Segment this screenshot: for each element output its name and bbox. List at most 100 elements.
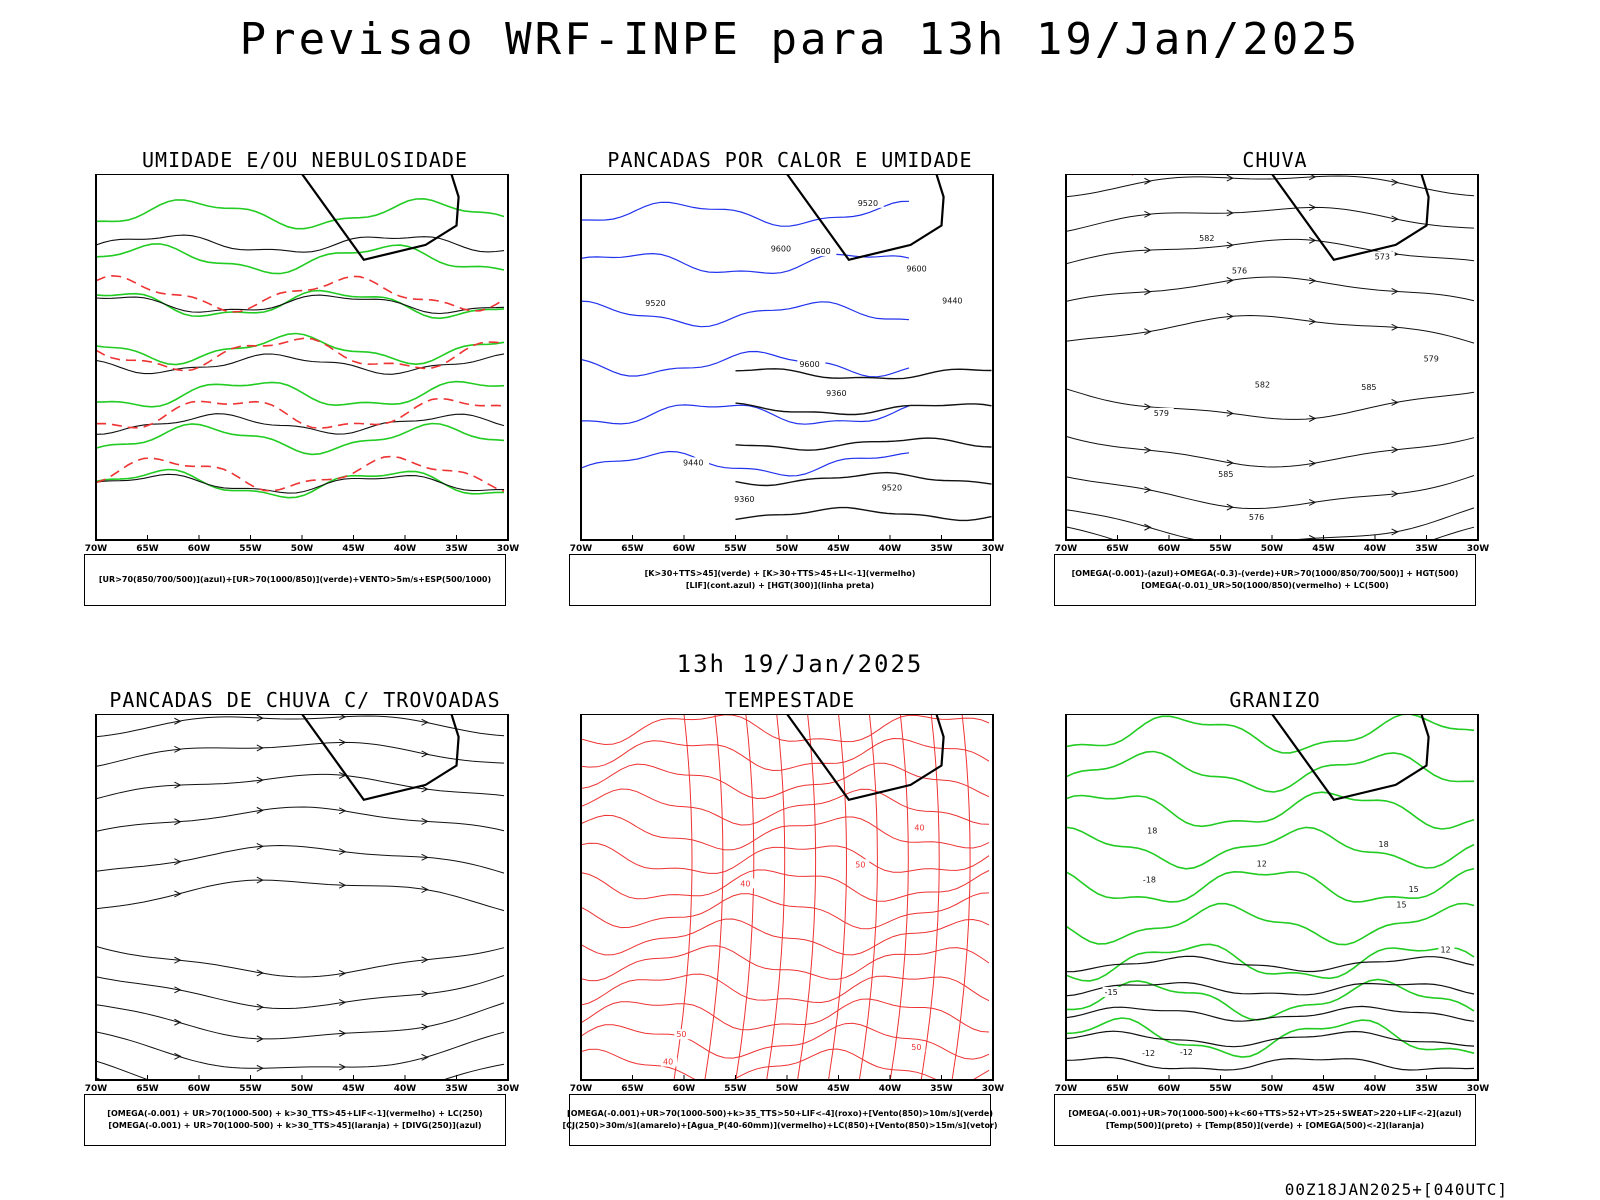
temp850-contour: [1066, 902, 1475, 946]
streamline-arrow: [256, 714, 264, 722]
contour-label-bg: [797, 359, 826, 370]
panel-title: PANCADAS DE CHUVA C/ TROVOADAS: [109, 688, 501, 712]
contour-label-bg: [768, 243, 797, 254]
precip-water-contour: [920, 714, 940, 1080]
streamline-arrow: [1226, 174, 1234, 182]
contour-label-bg: [879, 482, 908, 493]
temp850-contour: [1066, 826, 1475, 870]
map-granizo: -15-12-12-1815121815181212S15S18S21S24S2…: [1055, 714, 1489, 1094]
streamline: [96, 945, 505, 978]
lon-tick-label: 70W: [1055, 544, 1078, 554]
streamline-arrow: [1144, 210, 1152, 218]
streamline-arrow: [1226, 312, 1234, 320]
panel-pancadas-calor: PANCADAS POR CALOR E UMIDADE 9600 9600 952…: [545, 148, 1035, 648]
streamline-arrow: [1144, 177, 1152, 185]
contour-label-bg: [808, 246, 837, 257]
lon-tick-label: 45W: [342, 1084, 365, 1094]
height-contour: [735, 368, 992, 380]
contour-label: 9520: [858, 199, 878, 208]
contour-label: 579: [1154, 409, 1169, 418]
precip-water-contour: [951, 714, 971, 1080]
contour-label-bg: [643, 298, 672, 309]
lon-tick-label: 65W: [621, 544, 644, 554]
contour-label: 18: [1379, 840, 1389, 849]
streamline-arrow: [421, 886, 429, 894]
lon-tick-label: 55W: [1209, 544, 1232, 554]
lon-tick-label: 70W: [1055, 1084, 1078, 1094]
precip-water-contour: [581, 814, 990, 851]
humidity-contour: [96, 243, 505, 275]
land: [581, 174, 944, 260]
streamline-arrow: [421, 1023, 429, 1031]
temp850-contour: [1066, 943, 1475, 982]
streamline-arrow: [338, 807, 347, 815]
streamline-arrow: [338, 969, 347, 977]
streamline-arrow: [338, 848, 347, 856]
streamline-arrow: [1226, 209, 1234, 217]
precip-water-contour: [581, 892, 990, 930]
map-content: -15 -12 -12 -18 15 12 18 15 18 12: [1066, 714, 1478, 1080]
temp500-contour: [1066, 1005, 1475, 1022]
precip-water-contour: [797, 714, 817, 1080]
lon-tick-label: 45W: [1312, 544, 1335, 554]
contour-label-bg: [661, 1056, 678, 1067]
map-content: 585 582 579 576 573 585 582 579 576: [1066, 174, 1478, 540]
lon-tick-label: 60W: [1158, 1084, 1181, 1094]
lon-tick-label: 30W: [982, 544, 1005, 554]
humidity-contour: [96, 380, 505, 408]
streamline-arrow: [174, 717, 182, 725]
contour-label-bg: [904, 263, 933, 274]
streamline-arrow: [1226, 503, 1234, 511]
contour-label-bg: [738, 878, 755, 889]
run-stamp: 00Z18JAN2025+[040UTC]: [1284, 1180, 1508, 1199]
legend-line: [OMEGA(-0.001)+UR>70(1000-500)+k>35_TTS>…: [567, 1109, 993, 1118]
contour-label: -12: [1180, 1048, 1193, 1057]
panel-legend: [OMEGA(-0.001) + UR>70(1000-500) + k>30_…: [84, 1094, 506, 1146]
streamline-arrow: [1144, 403, 1152, 411]
legend-line: [OMEGA(-0.001)-(azul)+OMEGA(-0.3)-(verde…: [1071, 569, 1459, 578]
lon-tick-label: 45W: [1312, 1084, 1335, 1094]
contour-label-bg: [1246, 511, 1269, 522]
streamline-arrow: [421, 956, 429, 964]
map-background: [96, 714, 508, 1080]
humidity-contour: [96, 422, 505, 456]
contour-label: 585: [1361, 383, 1376, 392]
streamline-arrow: [1144, 446, 1152, 454]
precip-water-contour: [704, 714, 724, 1080]
streamline-arrow: [256, 1003, 264, 1011]
streamline-arrow: [1391, 528, 1399, 536]
contour-label: 585: [1218, 470, 1233, 479]
map-frame: [580, 174, 994, 541]
map-content: [96, 714, 508, 1080]
lon-tick-label: 40W: [394, 1084, 417, 1094]
contour-label: 40: [663, 1058, 673, 1067]
contour-label-bg: [1140, 874, 1163, 885]
streamline: [1066, 435, 1475, 468]
streamline-arrow: [256, 806, 264, 814]
streamline-arrow: [1144, 246, 1152, 254]
streamline-arrow: [1226, 409, 1234, 417]
streamline: [1066, 175, 1475, 198]
contour-label: 50: [676, 1030, 686, 1039]
temp500-contour: [1066, 955, 1475, 973]
streamline-arrow: [421, 785, 429, 793]
panel-legend: [UR>70(850/700/500)](azul)+[UR>70(1000/8…: [84, 554, 506, 606]
streamline: [1066, 314, 1475, 344]
streamline-arrow: [174, 1052, 182, 1060]
lon-tick-label: 55W: [239, 544, 262, 554]
panel-legend: [K>30+TTS>45](verde) + [K>30+TTS>45+LI<-…: [569, 554, 991, 606]
panel-title: UMIDADE E/OU NEBULOSIDADE: [141, 148, 469, 172]
lon-tick-label: 55W: [724, 544, 747, 554]
contour-label: 9600: [810, 247, 830, 256]
streamline: [1066, 507, 1475, 540]
streamline-arrow: [174, 818, 182, 826]
precip-water-contour: [828, 714, 847, 1080]
streamline-arrow: [256, 776, 264, 784]
lon-tick-label: 50W: [1261, 1084, 1284, 1094]
temp500-contour: [1066, 1030, 1475, 1048]
streamline-arrow: [1391, 287, 1399, 295]
streamline: [96, 806, 505, 832]
lon-tick-label: 50W: [776, 1084, 799, 1094]
humidity-contour: [96, 332, 505, 366]
precip-water-contour: [735, 714, 755, 1080]
